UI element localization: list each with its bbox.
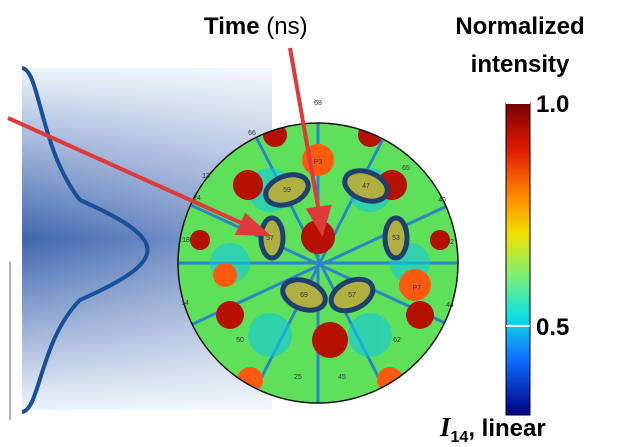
port-label: 18 xyxy=(182,237,190,244)
port-label: 69 xyxy=(300,292,308,299)
annotation: Time (ns) xyxy=(204,13,308,40)
port-label: 57 xyxy=(348,292,356,299)
port-label: 40 xyxy=(438,197,446,204)
colorbar-tick-label: 1.0 xyxy=(536,91,569,118)
port-label: 62 xyxy=(393,337,401,344)
port-label: P3 xyxy=(314,159,323,166)
port-label: 50 xyxy=(236,337,244,344)
colorbar-tick-label: 0.5 xyxy=(536,314,569,341)
port-label: 59 xyxy=(283,187,291,194)
port-label: P7 xyxy=(413,285,422,292)
figure: 68 66 13 P3 65 59 47 24 40 18 57 53 42 1… xyxy=(0,0,624,447)
port-label: 14 xyxy=(181,300,189,307)
colorbar-title: intensity xyxy=(471,51,570,78)
colorbar-title: Normalized xyxy=(455,13,584,40)
colorbar-gradient xyxy=(506,103,530,415)
colorbar-axis-label: I14, linear xyxy=(439,412,546,446)
port-label: 65 xyxy=(402,165,410,172)
port-label: 53 xyxy=(392,235,400,242)
port-label: 66 xyxy=(248,130,256,137)
port-label: 13 xyxy=(202,173,210,180)
port-label: 44 xyxy=(446,302,454,309)
port-label: 25 xyxy=(294,374,302,381)
port-label: 42 xyxy=(446,239,454,246)
port-label: 47 xyxy=(362,183,370,190)
colorbar: 1.0 0.5 xyxy=(506,91,569,415)
port-label: 45 xyxy=(338,374,346,381)
port-label: 68 xyxy=(314,100,322,107)
